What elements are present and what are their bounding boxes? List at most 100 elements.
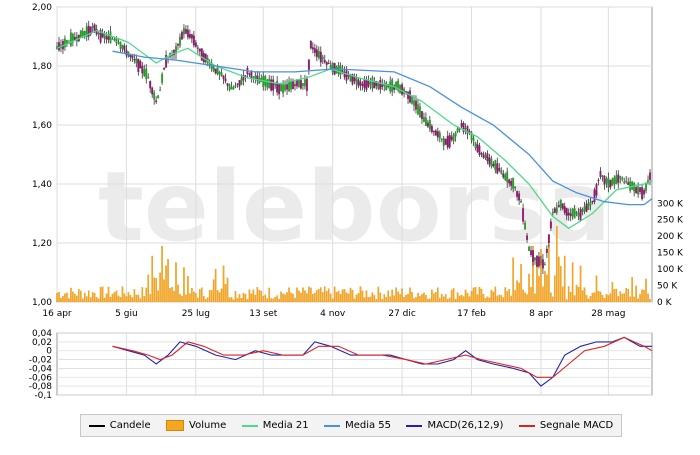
candle-body [563, 206, 566, 213]
volume-bar [363, 297, 366, 303]
candle-body [522, 208, 525, 222]
candle-body [236, 83, 239, 85]
volume-bar [167, 259, 169, 303]
candle-body [532, 250, 534, 262]
candle-body [530, 250, 532, 255]
candle [87, 20, 90, 41]
volume-bar [520, 264, 522, 303]
candle-body [329, 65, 332, 69]
candle-body [541, 259, 544, 269]
legend-swatch [518, 424, 535, 427]
candle [179, 33, 181, 48]
candle [559, 199, 562, 211]
volume-bar [635, 285, 637, 303]
candle [143, 64, 146, 77]
candle [442, 135, 445, 151]
candle [549, 218, 552, 232]
volume-bar [337, 290, 340, 303]
volume-bar [91, 292, 94, 303]
volume-bar [95, 297, 98, 303]
candle-body [613, 177, 616, 184]
candle-body [361, 83, 364, 87]
candle [484, 152, 487, 161]
candle-body [539, 261, 542, 263]
candle-body [581, 209, 584, 212]
volume-bar [278, 299, 280, 303]
candle [432, 130, 435, 136]
volume-bar [312, 293, 314, 303]
volume-bar [72, 291, 74, 303]
volume-bar [109, 296, 112, 303]
candle-body [460, 123, 463, 127]
volume-bar [318, 289, 320, 303]
candle [565, 207, 568, 221]
candle-body [559, 199, 562, 209]
candle-body [605, 178, 608, 184]
candle-body [99, 29, 102, 43]
candle-body [436, 131, 439, 138]
candle [569, 208, 572, 222]
volume-bar [450, 289, 453, 303]
candle-body [111, 38, 114, 40]
volume-bar [89, 297, 92, 303]
volume-bar [351, 289, 354, 303]
volume-bar [440, 294, 443, 303]
candle [575, 210, 578, 217]
candle [539, 256, 542, 266]
volume-bar [552, 296, 554, 303]
candle-body [518, 193, 521, 201]
candle [121, 44, 124, 53]
volume-bar [300, 292, 302, 303]
volume-tick-label: 250 K [657, 216, 684, 226]
volume-bar [145, 287, 148, 303]
macd-tick-label: -0,06 [29, 373, 53, 383]
candle-body [500, 170, 503, 174]
volume-bar [298, 290, 300, 303]
candle [194, 39, 197, 48]
candle-body [502, 173, 505, 178]
candle [595, 182, 598, 198]
candle-body [589, 201, 592, 206]
volume-bar [514, 290, 516, 303]
volume-bar [169, 288, 171, 303]
candle [601, 175, 604, 182]
volume-bar [347, 293, 350, 303]
candle-body [549, 221, 552, 229]
volume-bar [238, 294, 241, 303]
volume-bar [569, 291, 572, 303]
candle-body [464, 127, 467, 129]
candle [311, 42, 314, 54]
volume-bar [510, 295, 512, 303]
volume-bar [615, 288, 618, 303]
volume-bar [371, 292, 374, 303]
media-55-line [112, 50, 653, 206]
candle-body [623, 181, 626, 184]
candle [516, 190, 519, 201]
volume-bar [310, 287, 312, 303]
candle-body [292, 80, 294, 90]
x-tick-label: 28 mag [591, 309, 625, 319]
volume-bar [151, 255, 153, 303]
candle-body [516, 191, 519, 197]
volume-bar [121, 286, 124, 303]
candle-body [482, 153, 485, 158]
candle-body [587, 203, 590, 211]
candle-body [278, 83, 281, 95]
candle [177, 43, 179, 50]
candle [222, 75, 225, 85]
volume-bar [123, 293, 126, 303]
candle [520, 198, 523, 203]
candle-body [470, 131, 473, 140]
volume-bar [242, 293, 245, 303]
volume-bar [292, 293, 294, 303]
volume-bar [536, 262, 538, 303]
legend-swatch [406, 424, 423, 427]
volume-bar [97, 298, 100, 303]
x-tick-label: 17 feb [457, 309, 486, 319]
volume-bar [185, 294, 187, 303]
candle [603, 175, 606, 190]
volume-bar [609, 293, 612, 303]
candle-body [432, 130, 435, 133]
candle-body [508, 179, 511, 184]
